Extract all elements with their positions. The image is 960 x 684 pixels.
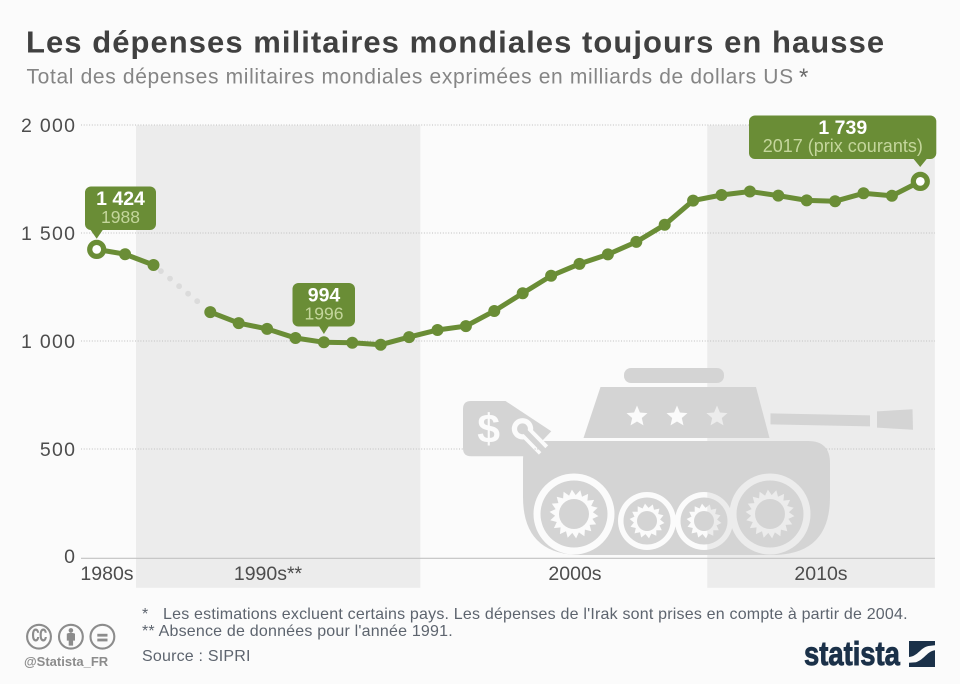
svg-text:1980s: 1980s	[80, 563, 133, 585]
svg-text:500: 500	[40, 439, 76, 461]
svg-text:1 500: 1 500	[21, 223, 76, 245]
svg-text:cc: cc	[31, 621, 47, 647]
svg-text:1 000: 1 000	[21, 331, 76, 353]
svg-text:2 000: 2 000	[21, 115, 76, 137]
svg-text:2000s: 2000s	[548, 563, 601, 585]
svg-text:*: *	[799, 64, 808, 91]
svg-text:Total des dépenses militaires: Total des dépenses militaires mondiales …	[27, 66, 794, 89]
svg-text:Source : SIPRI: Source : SIPRI	[142, 648, 251, 665]
svg-text:1 739: 1 739	[818, 117, 867, 139]
svg-text:2010s: 2010s	[794, 563, 847, 585]
svg-text:Les dépenses militaires mondia: Les dépenses militaires mondiales toujou…	[26, 24, 885, 59]
svg-text:statista: statista	[804, 637, 901, 673]
svg-text:Les estimations excluent certa: Les estimations excluent certains pays. …	[163, 606, 908, 623]
svg-text:*: *	[142, 606, 148, 623]
svg-text:@Statista_FR: @Statista_FR	[24, 654, 109, 669]
svg-text:1996: 1996	[305, 304, 344, 324]
svg-text:2017 (prix courants): 2017 (prix courants)	[763, 136, 923, 156]
svg-text:** Absence de données pour l'a: ** Absence de données pour l'année 1991.	[142, 623, 453, 640]
svg-text:1 424: 1 424	[96, 188, 145, 210]
svg-text:1988: 1988	[101, 207, 140, 227]
svg-text:994: 994	[308, 285, 341, 307]
svg-text:1990s**: 1990s**	[234, 563, 303, 585]
svg-text:0: 0	[64, 546, 76, 568]
